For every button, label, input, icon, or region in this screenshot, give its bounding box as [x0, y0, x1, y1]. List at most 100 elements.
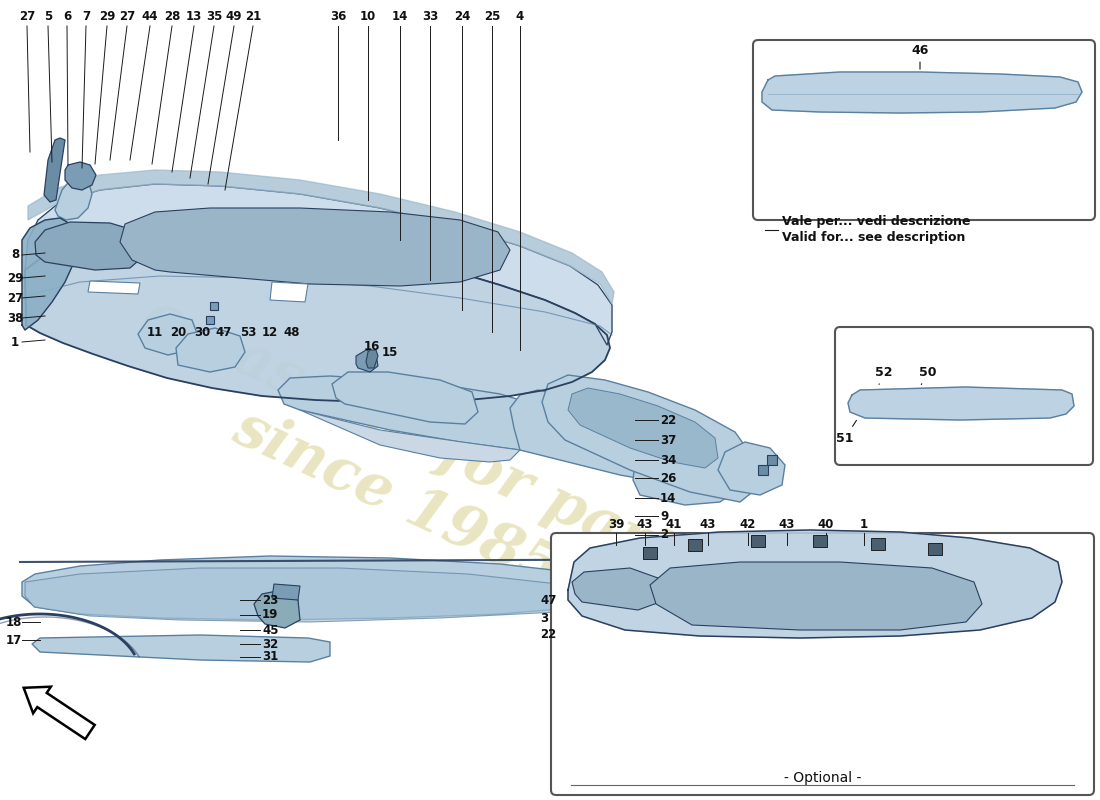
Text: 11: 11 — [147, 326, 163, 338]
Text: 31: 31 — [262, 650, 278, 663]
Polygon shape — [751, 535, 764, 547]
Text: Vale per... vedi descrizione: Vale per... vedi descrizione — [782, 215, 970, 229]
Text: 43: 43 — [637, 518, 653, 531]
Text: 47: 47 — [540, 594, 557, 606]
Text: 49: 49 — [226, 10, 242, 22]
Text: 9: 9 — [660, 510, 669, 522]
Text: 34: 34 — [660, 454, 676, 466]
Text: 36: 36 — [330, 10, 346, 22]
Polygon shape — [568, 388, 718, 468]
FancyBboxPatch shape — [835, 327, 1093, 465]
Text: 33: 33 — [422, 10, 438, 22]
Polygon shape — [272, 584, 300, 600]
Text: 17: 17 — [6, 634, 22, 646]
Text: 41: 41 — [666, 518, 682, 531]
Text: 25: 25 — [484, 10, 500, 22]
Text: 43: 43 — [700, 518, 716, 531]
Text: 29: 29 — [99, 10, 116, 22]
Text: 13: 13 — [186, 10, 202, 22]
Text: 28: 28 — [164, 10, 180, 22]
Text: 18: 18 — [6, 615, 22, 629]
Polygon shape — [332, 372, 478, 424]
Polygon shape — [758, 465, 768, 475]
Text: 14: 14 — [392, 10, 408, 22]
Text: 27: 27 — [7, 291, 23, 305]
Text: 42: 42 — [740, 518, 756, 531]
Polygon shape — [356, 350, 378, 372]
Text: 23: 23 — [262, 594, 278, 606]
Polygon shape — [210, 302, 218, 310]
Polygon shape — [35, 222, 145, 270]
Polygon shape — [25, 230, 610, 402]
Polygon shape — [871, 538, 886, 550]
Polygon shape — [718, 442, 785, 495]
Text: 1: 1 — [11, 335, 19, 349]
Text: 37: 37 — [660, 434, 676, 446]
Text: 30: 30 — [194, 326, 210, 338]
Polygon shape — [138, 314, 198, 355]
Text: 53: 53 — [240, 326, 256, 338]
Polygon shape — [22, 556, 612, 620]
Polygon shape — [55, 175, 92, 220]
Polygon shape — [644, 547, 657, 559]
Polygon shape — [254, 590, 300, 628]
Text: 35: 35 — [206, 10, 222, 22]
Text: 43: 43 — [779, 518, 795, 531]
Polygon shape — [572, 568, 660, 610]
Polygon shape — [25, 184, 612, 345]
Polygon shape — [120, 208, 510, 286]
Text: 26: 26 — [660, 471, 676, 485]
Polygon shape — [813, 535, 827, 547]
Polygon shape — [32, 635, 330, 662]
Polygon shape — [632, 438, 743, 505]
Text: 45: 45 — [262, 623, 278, 637]
Text: 3: 3 — [540, 611, 548, 625]
Text: 22: 22 — [540, 629, 557, 642]
Text: 22: 22 — [660, 414, 676, 426]
Text: 52: 52 — [876, 366, 893, 385]
Text: 24: 24 — [454, 10, 470, 22]
Polygon shape — [270, 282, 308, 302]
Text: 39: 39 — [608, 518, 624, 531]
Polygon shape — [848, 387, 1074, 420]
Text: 19: 19 — [262, 609, 278, 622]
Polygon shape — [510, 390, 666, 480]
Polygon shape — [542, 375, 755, 502]
Text: 6: 6 — [63, 10, 72, 22]
Polygon shape — [65, 162, 96, 190]
Polygon shape — [366, 350, 378, 368]
FancyBboxPatch shape — [754, 40, 1094, 220]
Text: 15: 15 — [382, 346, 398, 358]
Text: 4: 4 — [516, 10, 524, 22]
Text: - Optional -: - Optional - — [784, 771, 861, 785]
Polygon shape — [28, 170, 614, 304]
Text: 27: 27 — [19, 10, 35, 22]
Polygon shape — [206, 316, 214, 324]
FancyBboxPatch shape — [551, 533, 1094, 795]
Polygon shape — [176, 328, 245, 372]
Text: 48: 48 — [284, 326, 300, 338]
Text: 27: 27 — [119, 10, 135, 22]
Polygon shape — [767, 455, 777, 465]
Text: 51: 51 — [836, 420, 857, 445]
Text: a passion for parts
since 1985: a passion for parts since 1985 — [108, 286, 713, 654]
Text: 2: 2 — [660, 529, 668, 542]
Polygon shape — [650, 562, 982, 630]
Text: 21: 21 — [245, 10, 261, 22]
Polygon shape — [762, 72, 1082, 113]
Text: Valid for... see description: Valid for... see description — [782, 231, 966, 245]
Polygon shape — [300, 410, 520, 462]
Text: 12: 12 — [262, 326, 278, 338]
Text: 29: 29 — [7, 271, 23, 285]
Text: 50: 50 — [920, 366, 937, 385]
Text: 16: 16 — [364, 341, 381, 354]
Text: 8: 8 — [11, 249, 19, 262]
Text: 44: 44 — [142, 10, 158, 22]
Text: 46: 46 — [911, 43, 928, 70]
Polygon shape — [568, 530, 1062, 638]
Text: 1: 1 — [860, 518, 868, 531]
FancyArrow shape — [24, 686, 95, 739]
Polygon shape — [22, 218, 78, 330]
Polygon shape — [88, 281, 140, 294]
Polygon shape — [25, 568, 603, 622]
